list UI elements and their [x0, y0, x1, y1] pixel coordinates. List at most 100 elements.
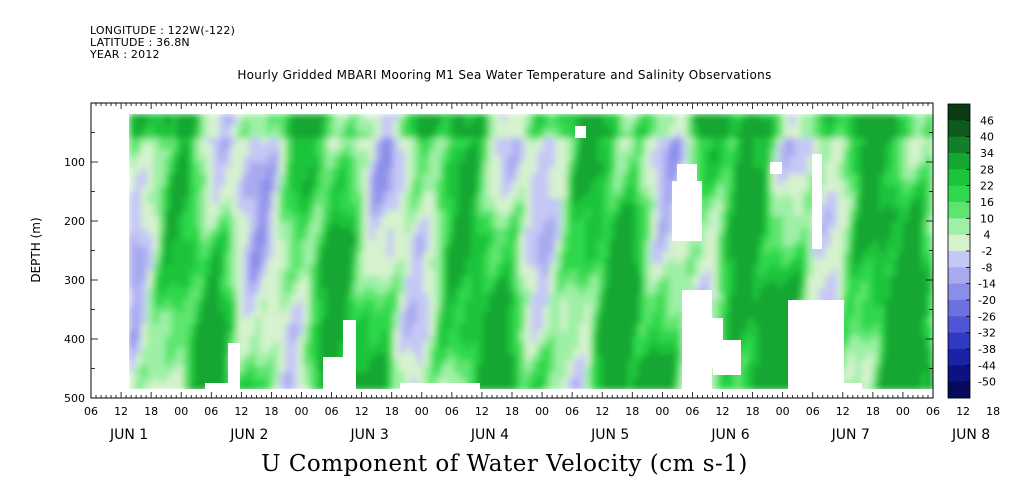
x-hour-tick-label: 18: [866, 405, 880, 418]
x-day-label: JUN 7: [831, 427, 870, 443]
colorbar-label: -20: [978, 294, 996, 307]
colorbar-swatch: [948, 267, 970, 285]
missing-data-mask: [575, 126, 586, 138]
colorbar-label: 16: [980, 196, 994, 209]
x-day-label: JUN 8: [951, 427, 990, 443]
colorbar-label: 28: [980, 163, 994, 176]
x-hour-tick-label: 12: [475, 405, 489, 418]
x-hour-tick-label: 00: [655, 405, 669, 418]
x-hour-tick-label: 00: [415, 405, 429, 418]
colorbar-swatch: [948, 136, 970, 154]
x-hour-tick-label: 18: [144, 405, 158, 418]
colorbar-swatch: [948, 202, 970, 219]
colorbar-label: 22: [980, 180, 994, 193]
missing-data-mask: [343, 320, 356, 389]
x-hour-tick-label: 06: [685, 405, 699, 418]
colorbar-swatch: [948, 169, 970, 187]
colorbar-swatch: [948, 349, 970, 366]
colorbar-swatch: [948, 332, 970, 350]
longitude-label: LONGITUDE : 122W(-122): [90, 24, 236, 37]
colorbar-swatch: [948, 153, 970, 170]
colorbar-swatch: [948, 283, 970, 301]
x-hour-tick-label: 18: [505, 405, 519, 418]
x-hour-tick-label: 12: [355, 405, 369, 418]
colorbar-swatch: [948, 104, 970, 121]
x-hour-tick-label: 00: [896, 405, 910, 418]
x-day-label: JUN 4: [470, 427, 509, 443]
colorbar-label: -44: [978, 359, 996, 372]
chart-title: Hourly Gridded MBARI Mooring M1 Sea Wate…: [237, 68, 772, 82]
missing-data-mask: [812, 154, 822, 249]
x-hour-tick-label: 12: [956, 405, 970, 418]
y-tick-label: 300: [64, 274, 85, 287]
latitude-label: LATITUDE : 36.8N: [90, 36, 190, 49]
colorbar-swatch: [948, 234, 970, 252]
x-hour-tick-label: 06: [204, 405, 218, 418]
x-hour-tick-label: 06: [565, 405, 579, 418]
y-tick-label: 200: [64, 215, 85, 228]
colorbar-swatch: [948, 381, 970, 399]
missing-data-mask: [713, 340, 741, 375]
missing-data-mask: [788, 300, 844, 389]
x-hour-tick-label: 06: [325, 405, 339, 418]
x-hour-tick-label: 00: [535, 405, 549, 418]
missing-data-mask: [677, 164, 697, 184]
colorbar-label: 4: [984, 229, 991, 242]
x-day-label: JUN 2: [229, 427, 268, 443]
colorbar-swatch: [948, 185, 970, 203]
x-hour-tick-label: 18: [746, 405, 760, 418]
x-hour-tick-label: 18: [264, 405, 278, 418]
x-hour-tick-label: 12: [234, 405, 248, 418]
x-hour-tick-label: 00: [776, 405, 790, 418]
missing-data-mask: [770, 162, 782, 174]
colorbar-swatch: [948, 218, 970, 236]
missing-data-mask: [91, 103, 129, 398]
colorbar-label: -32: [978, 327, 996, 340]
x-hour-tick-label: 12: [836, 405, 850, 418]
x-day-label: JUN 1: [109, 427, 148, 443]
colorbar-swatch: [948, 300, 970, 317]
colorbar-label: -38: [978, 343, 996, 356]
x-axis-title: U Component of Water Velocity (cm s-1): [261, 451, 748, 477]
x-day-label: JUN 6: [710, 427, 749, 443]
colorbar-swatch: [948, 120, 970, 138]
x-hour-tick-label: 18: [986, 405, 1000, 418]
missing-data-mask: [672, 181, 702, 241]
x-hour-tick-label: 06: [806, 405, 820, 418]
colorbar-swatch: [948, 316, 970, 334]
axis-ticks: 06 12 18 00 06 12 18 00 06 12 18 00 06 12 18 00 06 12 18 00…: [64, 102, 1000, 443]
x-hour-tick-label: 00: [295, 405, 309, 418]
colorbar-label: 34: [980, 147, 994, 160]
colorbar-swatch: [948, 251, 970, 268]
y-tick-label: 100: [64, 156, 85, 169]
x-day-label: JUN 3: [350, 427, 389, 443]
missing-data-mask: [842, 383, 862, 389]
colorbar-label: 10: [980, 212, 994, 225]
x-hour-tick-label: 06: [445, 405, 459, 418]
colorbar: 46 40 34 28 22 16 10 4 -2 -8 -14 -20 -26 -32 -38 -44 -50: [947, 103, 996, 399]
x-hour-tick-label: 00: [174, 405, 188, 418]
colorbar-label: 40: [980, 131, 994, 144]
colorbar-swatch: [948, 365, 970, 383]
x-hour-tick-label: 12: [114, 405, 128, 418]
colorbar-label: -14: [978, 278, 996, 291]
missing-data-mask: [205, 383, 230, 389]
x-hour-tick-label: 18: [625, 405, 639, 418]
colorbar-label: -26: [978, 310, 996, 323]
x-hour-tick-label: 18: [385, 405, 399, 418]
missing-data-mask: [400, 383, 480, 389]
y-tick-label: 400: [64, 333, 85, 346]
colorbar-label: 46: [980, 114, 994, 127]
x-hour-tick-label: 12: [716, 405, 730, 418]
x-hour-tick-label: 12: [595, 405, 609, 418]
x-hour-tick-label: 06: [84, 405, 98, 418]
x-hour-tick-label: 06: [926, 405, 940, 418]
y-tick-label: 500: [64, 392, 85, 405]
colorbar-label: -50: [978, 376, 996, 389]
colorbar-label: -2: [982, 245, 993, 258]
x-day-label: JUN 5: [590, 427, 629, 443]
missing-data-mask: [228, 343, 240, 389]
colorbar-label: -8: [982, 261, 993, 274]
year-label: YEAR : 2012: [90, 48, 160, 61]
